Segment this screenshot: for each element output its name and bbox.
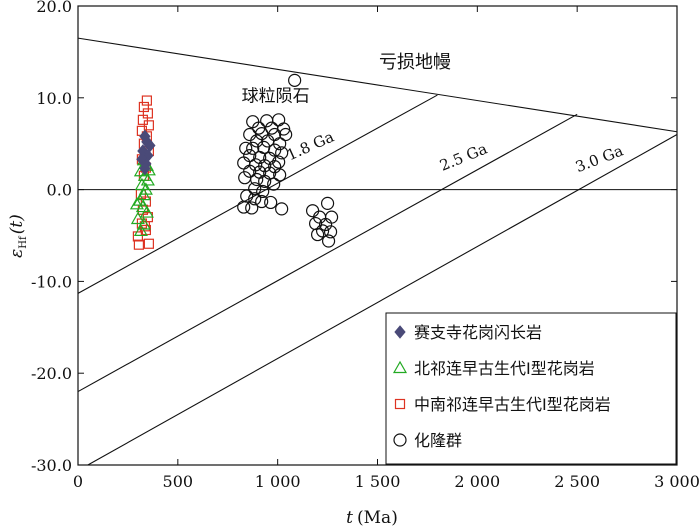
- data-point: [140, 173, 155, 186]
- data-point: [132, 231, 143, 242]
- data-point: [311, 227, 325, 242]
- data-point: [130, 211, 145, 225]
- data-point: [255, 194, 269, 209]
- y-tick-label: 20.0: [36, 0, 72, 16]
- y-tick-label: -10.0: [31, 272, 72, 291]
- annotations: 球粒陨石: [242, 86, 310, 106]
- data-point: [256, 184, 270, 199]
- data-point: [318, 217, 333, 232]
- x-tick-label: 1 500: [355, 472, 401, 491]
- y-tick-label: -30.0: [31, 456, 72, 475]
- data-point: [129, 197, 144, 210]
- data-point: [141, 95, 152, 106]
- legend-item: 化隆群: [393, 431, 462, 450]
- data-point: [245, 201, 259, 215]
- data-point: [143, 120, 154, 131]
- data-point: [135, 199, 150, 213]
- data-point: [264, 195, 278, 210]
- y-tick-label: 10.0: [36, 89, 72, 108]
- data-point: [273, 168, 287, 182]
- legend-label: 北祁连早古生代I型花岗岩: [414, 359, 595, 378]
- legend-marker: [392, 360, 408, 374]
- data-point: [258, 174, 272, 188]
- data-point: [136, 187, 151, 201]
- x-tick-label: 2 000: [454, 472, 500, 491]
- legend-item: 北祁连早古生代I型花岗岩: [392, 359, 595, 378]
- legend-marker: [393, 433, 407, 447]
- series-diamond: [136, 129, 156, 176]
- reference-line: [77, 113, 578, 393]
- legend-marker: [394, 398, 406, 410]
- data-point: [288, 73, 302, 87]
- data-point: [309, 216, 323, 231]
- data-point: [272, 155, 286, 169]
- x-tick-label: 2 500: [554, 472, 600, 491]
- reference-line: [77, 37, 678, 133]
- data-point: [248, 192, 262, 206]
- y-axis-label: εHf(t): [7, 214, 29, 258]
- data-point: [320, 196, 335, 210]
- data-point: [250, 172, 264, 187]
- x-tick-label: 500: [163, 472, 194, 491]
- annotation-label: 球粒陨石: [242, 86, 310, 106]
- y-tick-label: 0.0: [47, 181, 72, 200]
- x-tick-label: 3 000: [654, 472, 700, 491]
- data-point: [275, 202, 289, 216]
- data-point: [237, 200, 251, 214]
- reference-line-label: 亏损地幔: [379, 52, 451, 73]
- data-point: [246, 141, 260, 155]
- data-point: [279, 127, 293, 142]
- y-tick-label: -20.0: [31, 364, 72, 383]
- data-point: [267, 177, 281, 191]
- legend-label: 赛支寺花岗闪长岩: [414, 323, 542, 342]
- data-point: [139, 161, 151, 176]
- data-point: [143, 238, 154, 249]
- data-point: [133, 239, 144, 250]
- data-point: [138, 182, 153, 195]
- legend-item: 中南祁连早古生代I型花岗岩: [394, 395, 611, 414]
- legend-marker: [394, 325, 406, 339]
- data-point: [248, 182, 262, 196]
- x-tick-label: 1 000: [255, 472, 301, 491]
- legend-label: 中南祁连早古生代I型花岗岩: [414, 395, 611, 414]
- data-point: [133, 223, 148, 237]
- data-point: [321, 234, 336, 248]
- x-tick-label: 0: [73, 472, 83, 491]
- data-point: [239, 141, 253, 155]
- series-circle: [237, 73, 339, 248]
- legend-label: 化隆群: [414, 431, 462, 450]
- data-point: [275, 146, 289, 160]
- legend-box: [385, 312, 677, 465]
- legend-item: 赛支寺花岗闪长岩: [394, 323, 542, 342]
- x-axis-label: t (Ma): [346, 508, 398, 528]
- data-point: [139, 205, 154, 218]
- data-markers: [129, 73, 339, 250]
- data-point: [137, 114, 148, 125]
- data-point: [323, 225, 338, 239]
